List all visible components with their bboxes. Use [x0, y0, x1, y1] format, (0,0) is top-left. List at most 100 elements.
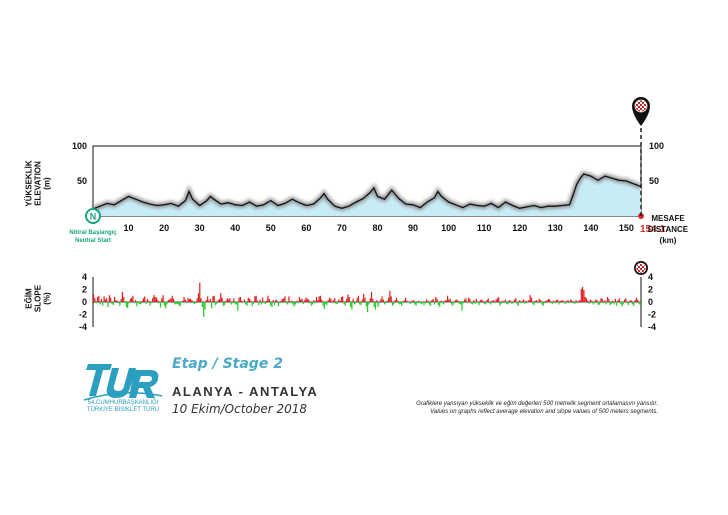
slope-bar [423, 302, 425, 306]
slope-bar [592, 302, 594, 305]
slope-ytick-right: 4 [648, 272, 653, 282]
slope-bar [149, 302, 151, 306]
slope-bar [190, 298, 192, 303]
slope-bar [403, 300, 405, 303]
slope-bar [482, 300, 484, 302]
stage-title: Etap / Stage 2 [172, 356, 283, 372]
slope-bar [357, 295, 360, 302]
slope-bar [112, 302, 114, 306]
slope-bar [555, 300, 557, 303]
slope-bar [446, 295, 449, 302]
slope-bar [537, 302, 539, 304]
slope-bar [616, 302, 618, 306]
slope-bar [132, 295, 134, 302]
slope-bar [163, 302, 165, 306]
slope-bar [376, 300, 378, 303]
slope-bar [625, 298, 627, 302]
slope-bar [178, 302, 180, 306]
slope-bar [187, 298, 189, 302]
slope-bar [596, 300, 598, 303]
slope-bar [562, 300, 564, 303]
slope-bar [301, 298, 303, 303]
slope-bar [258, 302, 260, 306]
slope-bar [226, 298, 228, 302]
slope-bar [419, 302, 421, 304]
slope-bar [465, 298, 467, 302]
slope-bar [558, 302, 560, 305]
slope-bar [605, 302, 607, 305]
slope-bar [505, 302, 508, 304]
slope-bar [228, 299, 230, 302]
slope-bar [613, 302, 615, 305]
slope-bar [179, 302, 181, 307]
slope-bar [123, 297, 125, 302]
neutral-start-label-en: Neutral Start [75, 238, 111, 244]
slope-bar [541, 302, 543, 305]
slope-bar [448, 299, 450, 302]
slope-bar [353, 302, 356, 305]
slope-bar [428, 302, 430, 305]
elevation-xtick: 120 [512, 223, 527, 233]
slope-bar [547, 298, 550, 303]
slope-bar [263, 302, 265, 304]
slope-bar [433, 302, 436, 305]
slope-bar [369, 298, 371, 302]
slope-bar [203, 302, 205, 317]
slope-bar [98, 295, 100, 302]
slope-bar [273, 302, 276, 306]
finish-flag-small-check [635, 262, 647, 274]
slope-bar [308, 299, 310, 302]
slope-bar [638, 302, 640, 304]
slope-bar [477, 302, 479, 304]
slope-bar [115, 300, 117, 303]
tour-logo-line2: TÜRKİYE BİSİKLET TURU [86, 407, 160, 413]
slope-bar [144, 296, 146, 303]
slope-bar [176, 302, 179, 304]
slope-bar [511, 302, 513, 304]
slope-bar [95, 302, 97, 304]
slope-bar [137, 302, 139, 304]
slope-bar [444, 300, 446, 302]
finish-flag-pin-icon [632, 97, 650, 216]
slope-bar [405, 297, 407, 303]
slope-bar [524, 302, 526, 304]
slope-bar [311, 302, 314, 305]
slope-ytick-right: 2 [648, 285, 653, 295]
slope-bar [532, 302, 534, 304]
slope-bar [492, 300, 495, 303]
slope-bar [491, 300, 493, 302]
slope-bar [209, 298, 211, 303]
slope-bar [184, 299, 186, 302]
slope-bar [456, 299, 458, 302]
slope-bar [410, 302, 412, 304]
slope-bar [264, 302, 266, 304]
slope-bar [378, 302, 381, 304]
slope-bar [131, 297, 133, 303]
slope-bar [538, 298, 540, 303]
slope-bar [553, 300, 555, 302]
slope-bar [599, 302, 601, 305]
stage-route: ALANYA - ANTALYA [172, 384, 319, 399]
elevation-xtick: 110 [477, 223, 492, 233]
slope-bar [284, 296, 286, 303]
slope-bar [195, 302, 197, 304]
slope-bar [394, 300, 396, 303]
slope-bar [614, 298, 616, 303]
slope-bar [579, 300, 581, 303]
slope-bar [372, 298, 374, 303]
slope-bar [546, 300, 548, 303]
slope-bar [117, 302, 120, 304]
slope-bar [250, 300, 252, 302]
elevation-xtick: 150 [619, 223, 634, 233]
slope-bar [360, 302, 362, 306]
slope-bar [462, 302, 464, 304]
slope-bar [627, 302, 630, 306]
slope-bar [567, 300, 569, 303]
slope-bar [237, 302, 239, 311]
slope-bar [212, 296, 214, 303]
elevation-ytick-right: 50 [649, 176, 659, 186]
slope-bar [508, 300, 510, 303]
slope-bar [500, 302, 502, 304]
slope-ytick-left: 2 [82, 285, 87, 295]
slope-bar [300, 299, 302, 302]
